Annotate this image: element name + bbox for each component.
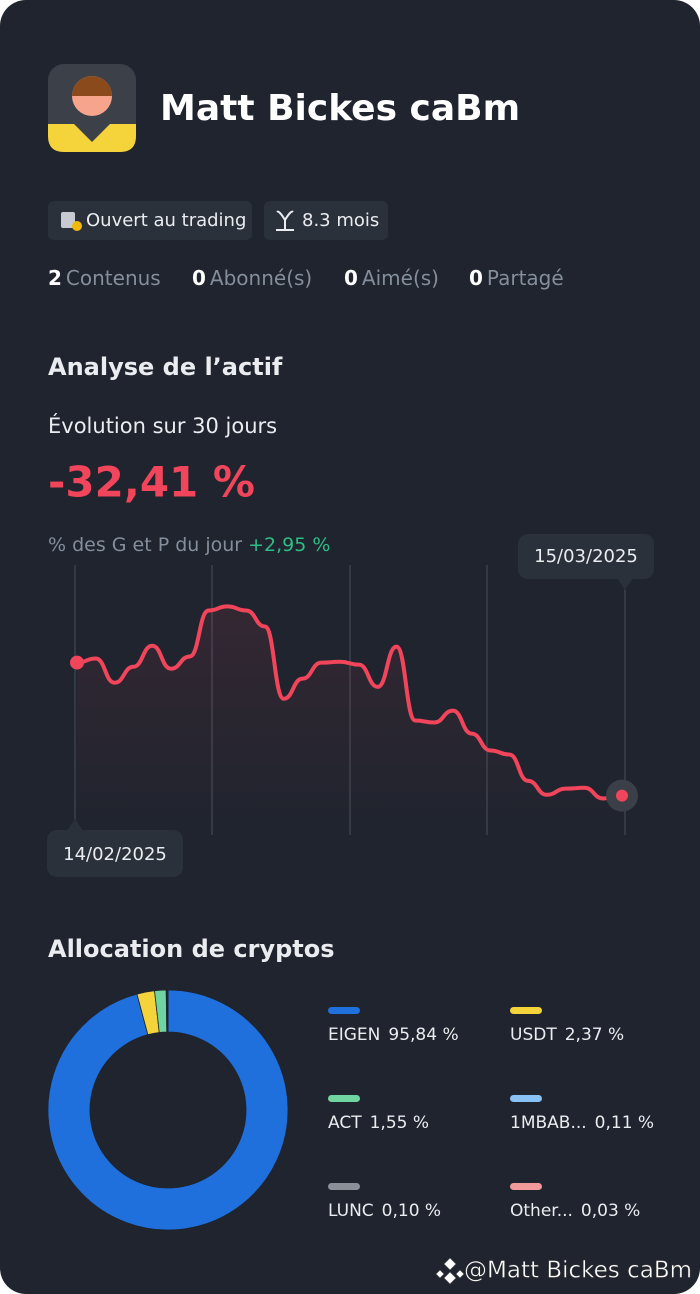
stat-label: Partagé bbox=[487, 266, 564, 290]
stat: 0 Partagé bbox=[469, 266, 564, 290]
legend-swatch bbox=[328, 1007, 360, 1014]
line-area bbox=[77, 606, 622, 835]
stat: 2 Contenus bbox=[48, 266, 161, 290]
profile-name: Matt Bickes caBm bbox=[160, 88, 520, 129]
legend-value: 2,37 % bbox=[565, 1025, 624, 1045]
legend-entry: USDT 2,37 % bbox=[510, 1025, 624, 1045]
stat-count: 0 bbox=[192, 266, 206, 290]
stat-count: 0 bbox=[344, 266, 358, 290]
legend-value: 0,11 % bbox=[595, 1113, 654, 1133]
badge bbox=[48, 201, 252, 240]
legend-entry: Other... 0,03 % bbox=[510, 1201, 640, 1221]
start-dot bbox=[70, 655, 84, 670]
watermark: @Matt Bickes caBm bbox=[464, 1258, 692, 1284]
legend-swatch bbox=[510, 1007, 542, 1014]
badge-icon bbox=[276, 210, 294, 231]
donut-chart: EIGEN 95,84 % USDT 2,37 % ACT 1,55 % 1MBAB... 0… bbox=[47, 989, 654, 1231]
legend-swatch bbox=[328, 1095, 360, 1102]
daily-label: % des G et P du jour bbox=[48, 534, 242, 556]
watermark-icon bbox=[435, 1257, 465, 1285]
avatar bbox=[48, 64, 136, 152]
daily-value: +2,95 % bbox=[248, 534, 330, 556]
badge-label: 8.3 mois bbox=[302, 210, 379, 231]
legend-value: 0,03 % bbox=[581, 1201, 640, 1221]
section-title: Allocation de cryptos bbox=[48, 935, 335, 963]
legend-value: 0,10 % bbox=[382, 1201, 441, 1221]
badge-icon bbox=[61, 212, 82, 231]
x-tick-label: 14/02/2025 bbox=[63, 844, 167, 865]
legend-name: USDT bbox=[510, 1025, 557, 1045]
date-tooltip bbox=[518, 534, 654, 579]
legend-entry: LUNC 0,10 % bbox=[328, 1201, 441, 1221]
legend-name: LUNC bbox=[328, 1201, 374, 1221]
stat-count: 2 bbox=[48, 266, 62, 290]
stat: 0 Abonné(s) bbox=[192, 266, 312, 290]
line-chart: 14/02/2025 15/03/2025 bbox=[47, 534, 654, 877]
legend-name: ACT bbox=[328, 1113, 362, 1133]
period-label: Évolution sur 30 jours bbox=[48, 413, 277, 438]
legend-value: 1,55 % bbox=[370, 1113, 429, 1133]
legend-swatch bbox=[328, 1183, 360, 1190]
badge-label: Ouvert au trading bbox=[86, 210, 246, 231]
daily-pnl: % des G et P du jour +2,95 % bbox=[48, 534, 330, 556]
tooltip-pointer bbox=[617, 578, 633, 590]
stats: 2 Contenus 0 Abonné(s) 0 Aimé(s) 0 Partagé bbox=[48, 266, 564, 290]
stat-label: Aimé(s) bbox=[362, 266, 439, 290]
tooltip-pointer bbox=[67, 819, 83, 831]
stat: 0 Aimé(s) bbox=[344, 266, 439, 290]
legend-name: EIGEN bbox=[328, 1025, 380, 1045]
badge bbox=[264, 201, 388, 240]
legend-swatch bbox=[510, 1183, 542, 1190]
evolution-value: -32,41 % bbox=[48, 458, 255, 507]
stat-label: Abonné(s) bbox=[210, 266, 312, 290]
legend-value: 95,84 % bbox=[388, 1025, 458, 1045]
stat-label: Contenus bbox=[66, 266, 161, 290]
end-dot bbox=[616, 789, 628, 802]
donut-slice bbox=[47, 989, 289, 1231]
stat-count: 0 bbox=[469, 266, 483, 290]
date-tooltip bbox=[47, 830, 183, 877]
legend-entry: 1MBAB... 0,11 % bbox=[510, 1113, 654, 1133]
line bbox=[75, 604, 624, 801]
legend-swatch bbox=[510, 1095, 542, 1102]
legend-entry: ACT 1,55 % bbox=[328, 1113, 429, 1133]
legend-entry: EIGEN 95,84 % bbox=[328, 1025, 459, 1045]
section-title: Analyse de l’actif bbox=[48, 353, 283, 381]
x-tick-label: 15/03/2025 bbox=[534, 546, 638, 567]
legend-name: Other... bbox=[510, 1201, 573, 1221]
legend-name: 1MBAB... bbox=[510, 1113, 587, 1133]
